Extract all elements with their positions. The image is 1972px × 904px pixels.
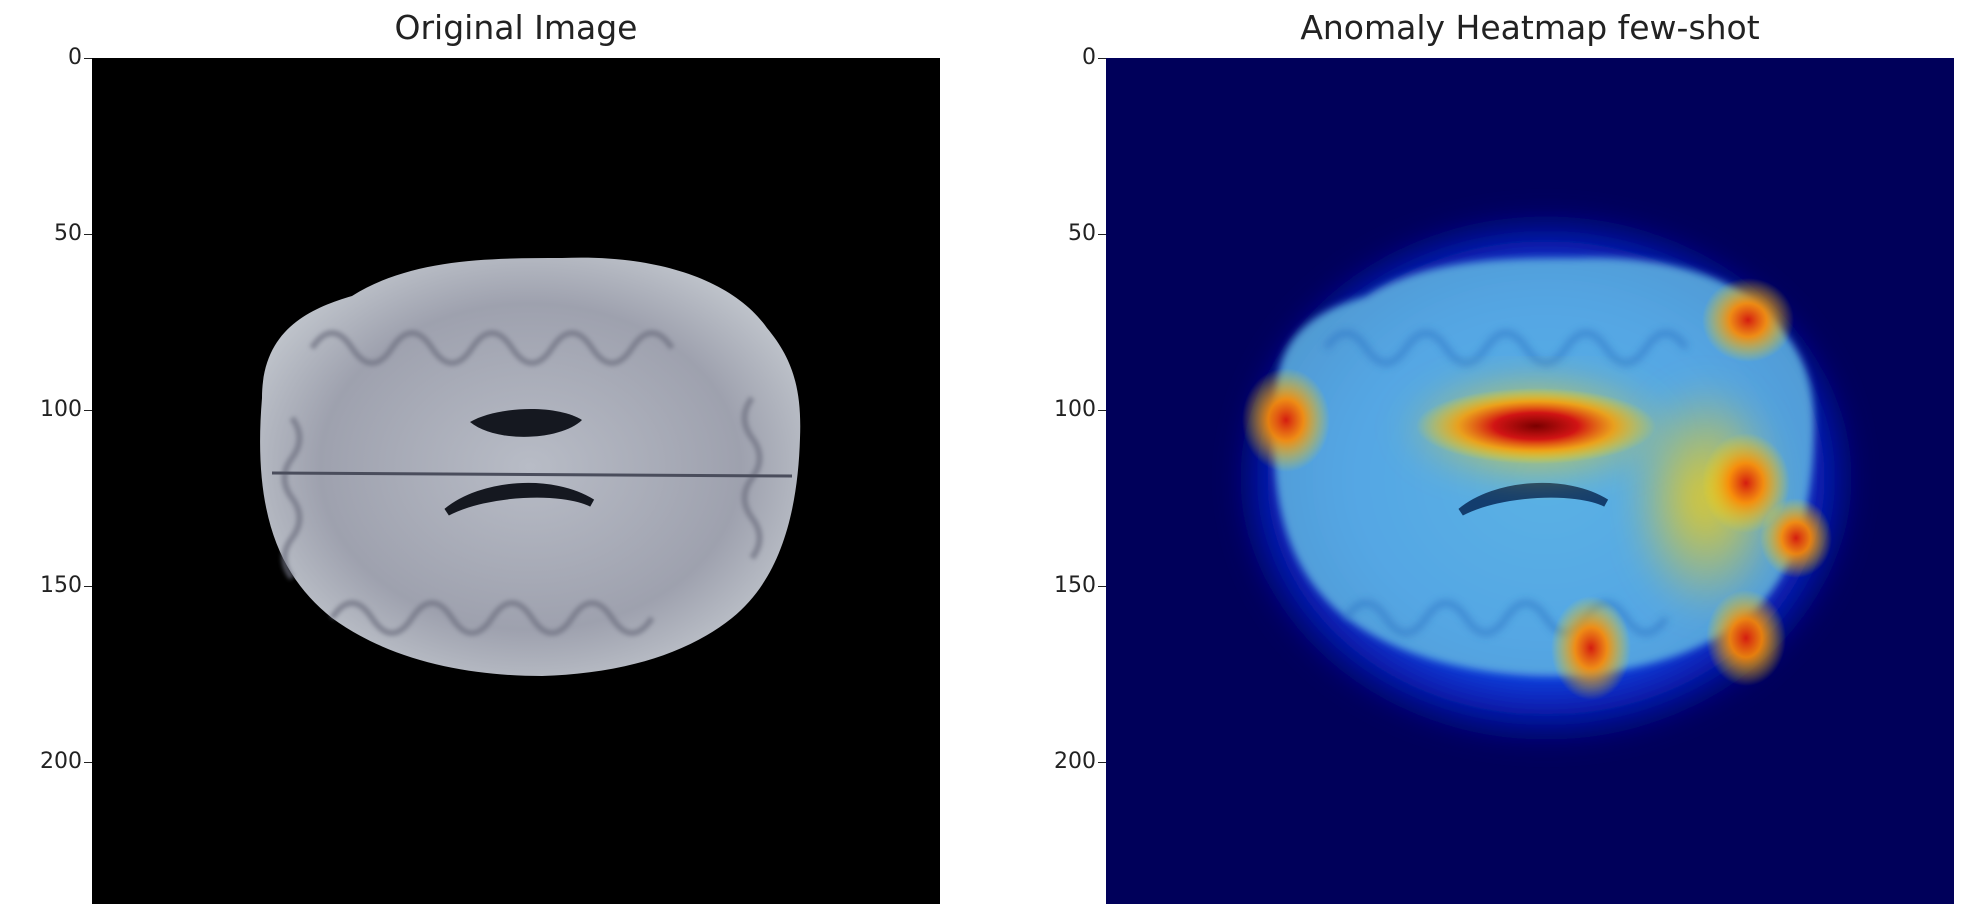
heatmap-overlay-image <box>1242 223 1846 733</box>
anomaly-hotspot-bottom-center <box>1551 596 1631 700</box>
anomaly-hotspot-top-right <box>1702 278 1794 362</box>
ytick-mark <box>1098 234 1106 235</box>
ytick-label: 0 <box>1082 45 1096 70</box>
ytick-mark <box>1098 586 1106 587</box>
ytick-label: 50 <box>1068 221 1096 246</box>
original-image-panel: Original Image 0 50 100 150 200 <box>0 0 960 904</box>
anomaly-hotspot-central <box>1416 388 1656 464</box>
panel-title-original: Original Image <box>394 8 638 47</box>
ventricle-upper <box>470 408 582 437</box>
anomaly-hotspot-right-mid <box>1702 433 1790 533</box>
ytick-label: 200 <box>40 749 82 774</box>
heatmap-axes <box>1106 58 1954 904</box>
ytick-mark <box>84 586 92 587</box>
ytick-mark <box>84 762 92 763</box>
ytick-mark <box>84 234 92 235</box>
ventricle-lower <box>444 482 595 516</box>
anomaly-heatmap-panel: Anomaly Heatmap few-shot 0 50 100 150 20… <box>1012 0 1972 904</box>
ytick-mark <box>84 410 92 411</box>
ytick-mark <box>1098 762 1106 763</box>
brain-mri-image <box>260 257 801 676</box>
ytick-label: 150 <box>1054 573 1096 598</box>
ytick-mark <box>84 58 92 59</box>
ytick-label: 50 <box>54 221 82 246</box>
ytick-label: 100 <box>1054 397 1096 422</box>
ytick-mark <box>1098 58 1106 59</box>
ytick-label: 150 <box>40 573 82 598</box>
ytick-label: 0 <box>68 45 82 70</box>
ytick-label: 100 <box>40 397 82 422</box>
anomaly-hotspot-bottom-right <box>1706 590 1786 686</box>
original-image-axes <box>92 58 940 904</box>
brain-silhouette <box>260 257 801 676</box>
ytick-label: 200 <box>1054 749 1096 774</box>
panel-title-heatmap: Anomaly Heatmap few-shot <box>1300 8 1760 47</box>
anomaly-hotspot-left <box>1242 368 1330 472</box>
ytick-mark <box>1098 410 1106 411</box>
anomaly-hotspot-right-edge <box>1760 498 1832 578</box>
